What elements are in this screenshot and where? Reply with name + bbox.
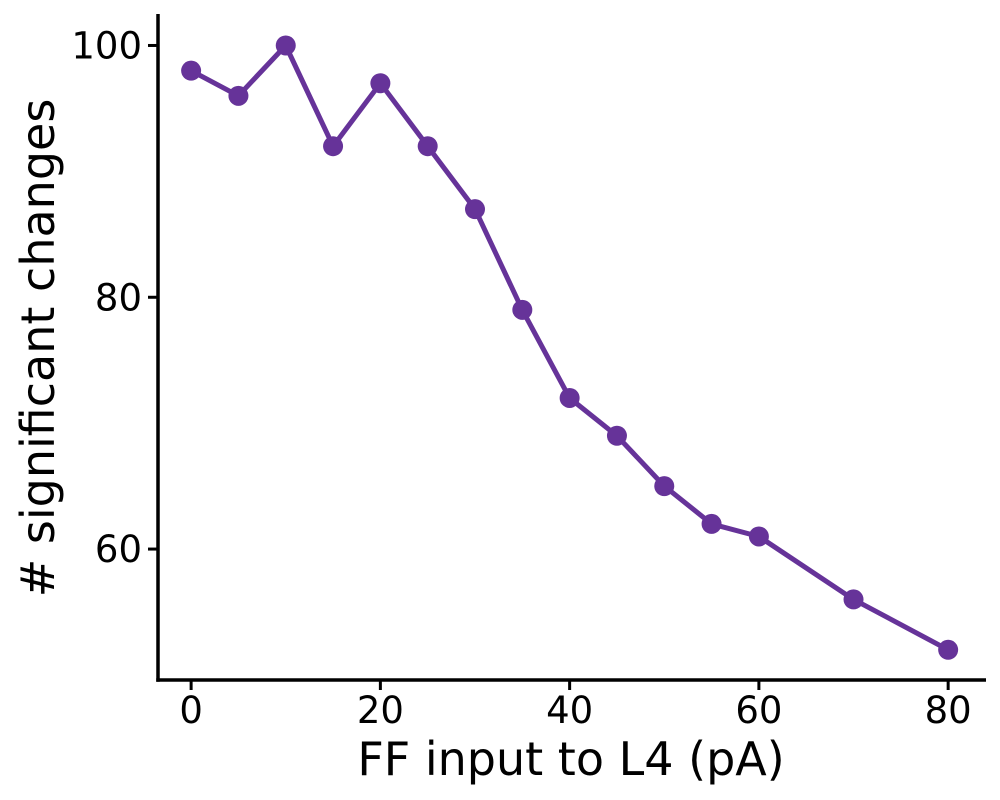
data-point — [275, 35, 296, 56]
x-tick-label: 60 — [735, 689, 782, 732]
x-tick-label: 40 — [546, 689, 593, 732]
data-point — [181, 60, 202, 81]
y-axis-title: # significant changes — [11, 99, 65, 598]
y-tick-label: 80 — [95, 276, 142, 319]
data-point — [938, 639, 959, 660]
data-point — [370, 73, 391, 94]
y-tick-label: 100 — [71, 24, 142, 67]
data-point — [606, 425, 627, 446]
data-point — [323, 136, 344, 157]
data-point — [701, 513, 722, 534]
data-point — [228, 85, 249, 106]
x-tick-label: 80 — [925, 689, 972, 732]
data-point — [748, 526, 769, 547]
data-point — [465, 199, 486, 220]
series-line — [188, 43, 951, 653]
x-tick-label: 0 — [179, 689, 203, 732]
data-point — [417, 136, 438, 157]
axes: 0 20 40 60 80 60 80 100 — [71, 14, 986, 732]
data-point — [843, 589, 864, 610]
x-axis-title: FF input to L4 (pA) — [357, 732, 784, 786]
plot-marks — [181, 35, 959, 660]
data-point — [654, 476, 675, 497]
x-tick-label: 20 — [357, 689, 404, 732]
y-tick-label: 60 — [95, 528, 142, 571]
data-point — [559, 387, 580, 408]
data-point — [512, 299, 533, 320]
